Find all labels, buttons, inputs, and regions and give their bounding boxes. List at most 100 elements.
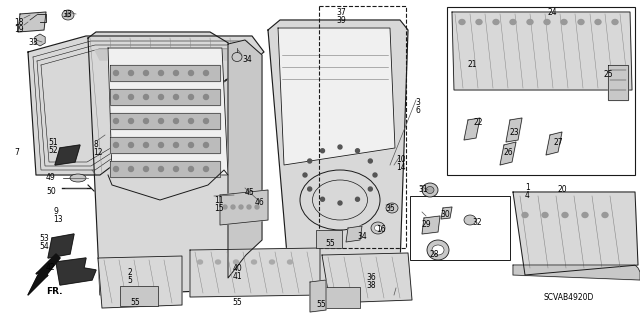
Ellipse shape — [129, 94, 134, 100]
Ellipse shape — [129, 167, 134, 172]
Text: 16: 16 — [376, 225, 386, 234]
Text: 55: 55 — [325, 239, 335, 248]
Text: 8: 8 — [93, 140, 98, 149]
Text: 33: 33 — [28, 38, 38, 47]
Ellipse shape — [204, 94, 209, 100]
Polygon shape — [346, 226, 362, 242]
Text: 54: 54 — [39, 242, 49, 251]
Bar — [318, 287, 360, 308]
Ellipse shape — [373, 173, 377, 177]
Polygon shape — [513, 192, 638, 275]
Ellipse shape — [459, 19, 465, 25]
Ellipse shape — [129, 118, 134, 123]
Polygon shape — [110, 65, 220, 81]
Ellipse shape — [338, 201, 342, 205]
Ellipse shape — [269, 260, 275, 264]
Ellipse shape — [189, 94, 193, 100]
Polygon shape — [422, 216, 440, 234]
Ellipse shape — [239, 205, 243, 209]
Text: 20: 20 — [557, 185, 566, 194]
Ellipse shape — [189, 167, 193, 172]
Text: 45: 45 — [245, 188, 255, 197]
Text: 7: 7 — [14, 148, 19, 157]
Text: 30: 30 — [440, 210, 450, 219]
Ellipse shape — [544, 19, 550, 25]
Ellipse shape — [612, 19, 618, 25]
Ellipse shape — [204, 118, 209, 123]
Ellipse shape — [143, 94, 148, 100]
Text: 29: 29 — [422, 220, 431, 229]
Ellipse shape — [62, 10, 74, 20]
Ellipse shape — [129, 143, 134, 147]
Text: 22: 22 — [474, 118, 483, 127]
Text: 55: 55 — [232, 298, 242, 307]
Text: 18: 18 — [14, 18, 24, 27]
Polygon shape — [464, 118, 480, 140]
Ellipse shape — [432, 245, 444, 255]
Ellipse shape — [476, 19, 482, 25]
Ellipse shape — [189, 70, 193, 76]
Ellipse shape — [173, 167, 179, 172]
Polygon shape — [108, 48, 228, 175]
Bar — [316, 230, 342, 248]
Ellipse shape — [204, 70, 209, 76]
Ellipse shape — [204, 167, 209, 172]
Polygon shape — [500, 142, 516, 165]
Ellipse shape — [234, 260, 239, 264]
Polygon shape — [18, 12, 46, 32]
Polygon shape — [506, 118, 522, 142]
Ellipse shape — [173, 118, 179, 123]
Ellipse shape — [143, 118, 148, 123]
Ellipse shape — [308, 159, 312, 163]
Text: 37: 37 — [336, 8, 346, 17]
Ellipse shape — [386, 203, 398, 213]
Polygon shape — [452, 12, 632, 90]
Polygon shape — [56, 258, 96, 285]
Text: 55: 55 — [130, 298, 140, 307]
Polygon shape — [546, 132, 562, 155]
Text: 51: 51 — [48, 138, 58, 147]
Ellipse shape — [159, 167, 163, 172]
Ellipse shape — [204, 143, 209, 147]
Bar — [120, 286, 158, 306]
Polygon shape — [228, 40, 262, 278]
Ellipse shape — [143, 143, 148, 147]
Text: 5: 5 — [127, 276, 132, 285]
Text: 21: 21 — [467, 60, 477, 69]
Text: 11: 11 — [214, 196, 223, 205]
Polygon shape — [110, 161, 220, 177]
Text: 33: 33 — [62, 10, 72, 19]
Ellipse shape — [595, 19, 601, 25]
Ellipse shape — [602, 212, 608, 218]
Polygon shape — [322, 253, 412, 303]
Bar — [447, 7, 635, 175]
Text: 10: 10 — [396, 155, 406, 164]
Text: 36: 36 — [366, 273, 376, 282]
Polygon shape — [55, 145, 80, 165]
Ellipse shape — [129, 70, 134, 76]
Ellipse shape — [321, 149, 324, 153]
Ellipse shape — [70, 174, 86, 182]
Ellipse shape — [303, 173, 307, 177]
Text: 14: 14 — [396, 163, 406, 172]
Ellipse shape — [65, 13, 70, 17]
Polygon shape — [608, 65, 628, 100]
Ellipse shape — [159, 118, 163, 123]
Polygon shape — [513, 265, 640, 280]
Polygon shape — [441, 207, 452, 219]
Text: 34: 34 — [357, 232, 367, 241]
Text: 50: 50 — [46, 187, 56, 196]
Ellipse shape — [368, 187, 372, 191]
Text: 9: 9 — [53, 207, 58, 216]
Text: 1: 1 — [525, 183, 530, 192]
Text: 15: 15 — [214, 204, 223, 213]
Ellipse shape — [173, 94, 179, 100]
Polygon shape — [190, 248, 320, 297]
Ellipse shape — [173, 143, 179, 147]
Ellipse shape — [522, 212, 528, 218]
Ellipse shape — [143, 167, 148, 172]
Ellipse shape — [247, 205, 251, 209]
Ellipse shape — [159, 143, 163, 147]
Polygon shape — [88, 32, 242, 295]
Polygon shape — [310, 280, 326, 312]
